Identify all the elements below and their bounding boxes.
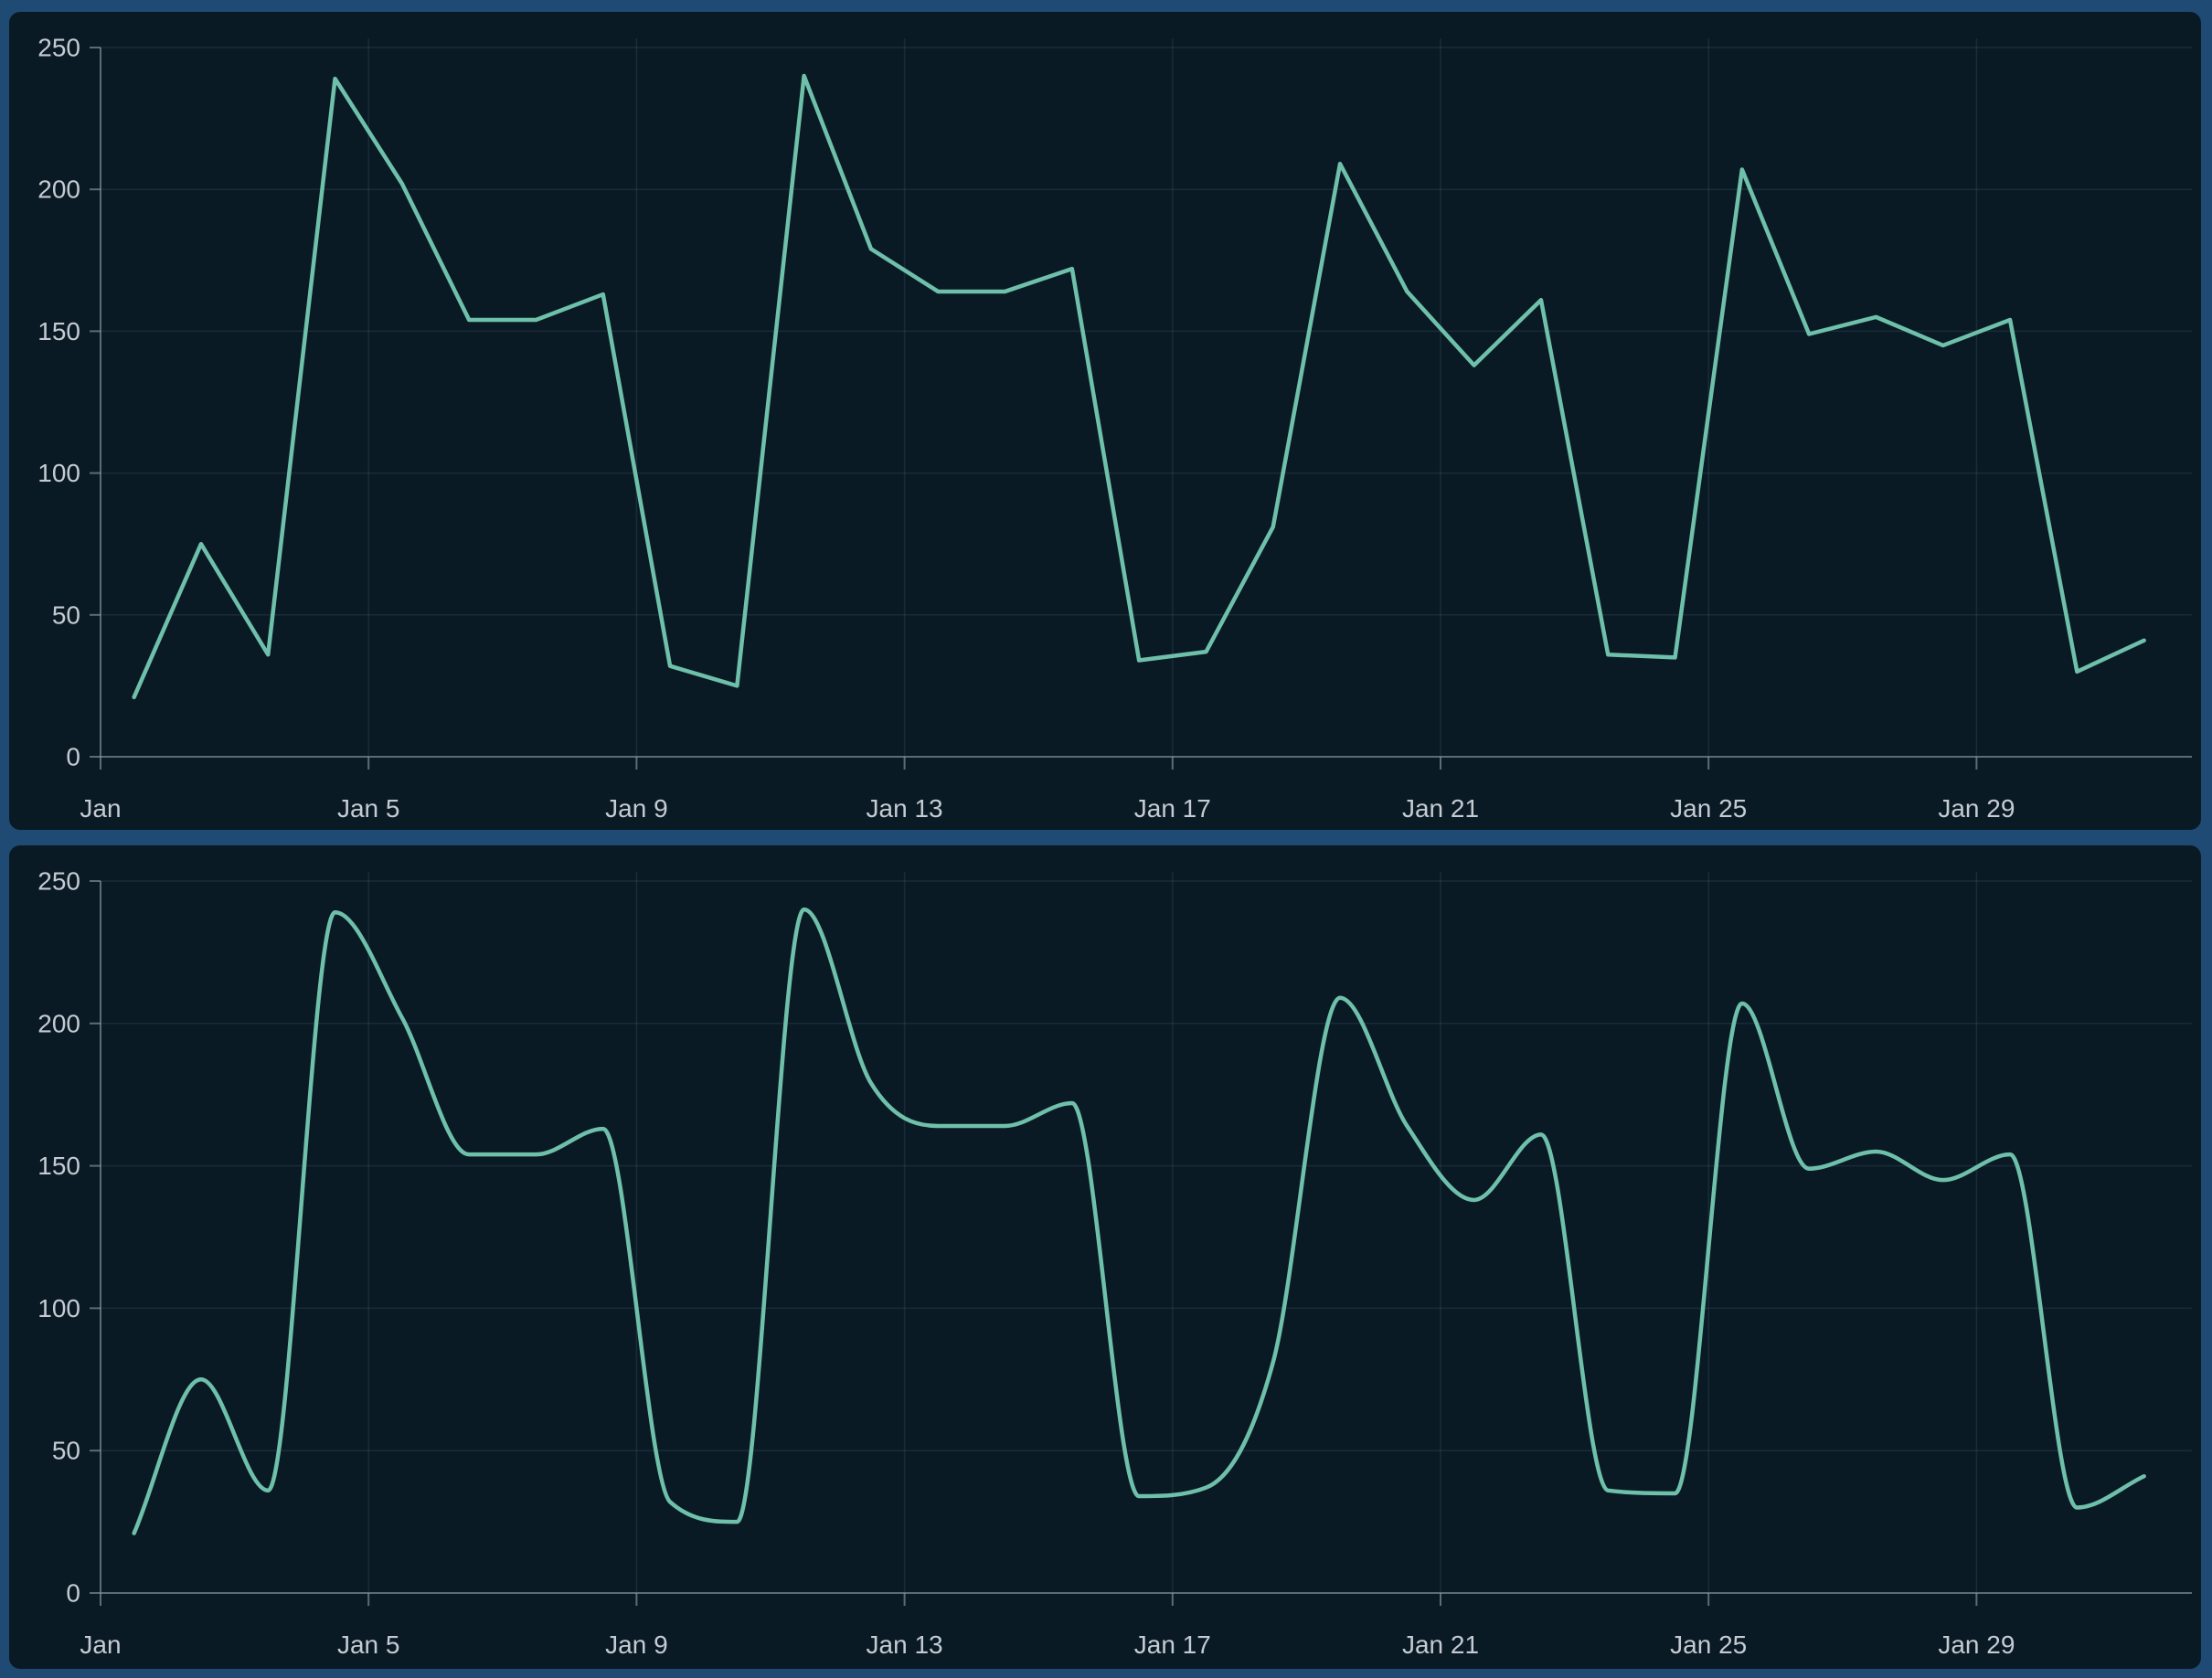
chart-card-bottom: 0 50 100 150 200 250 Jan Jan 5 Jan 9 Jan 13 Jan 17… xyxy=(9,845,2201,1669)
x-tick-label: Jan 21 xyxy=(1402,794,1479,823)
x-tick-label: Jan 5 xyxy=(337,794,400,823)
x-tick-label: Jan 25 xyxy=(1670,794,1747,823)
x-tick-label: Jan 9 xyxy=(605,794,668,823)
x-tick-label: Jan xyxy=(80,794,121,823)
y-tick-label: 0 xyxy=(66,743,80,771)
grid-lines xyxy=(101,38,2192,757)
x-tick-label: Jan 29 xyxy=(1938,794,2015,823)
series-line xyxy=(132,907,2146,1535)
grid-lines xyxy=(101,872,2192,1593)
y-tick-label: 250 xyxy=(37,867,80,896)
axes xyxy=(90,47,2192,770)
y-tick-label: 150 xyxy=(37,317,80,345)
x-tick-label: Jan 13 xyxy=(867,794,943,823)
series-line xyxy=(132,73,2146,700)
y-tick-label: 200 xyxy=(37,175,80,204)
y-tick-label: 50 xyxy=(52,600,80,629)
x-tick-label: Jan 5 xyxy=(337,1630,400,1659)
y-tick-label: 0 xyxy=(66,1579,80,1608)
y-tick-label: 200 xyxy=(37,1009,80,1037)
x-tick-label: Jan 29 xyxy=(1938,1630,2015,1659)
line-chart-linear[interactable]: 0 50 100 150 200 250 Jan Jan 5 Jan 9 Jan 13 Jan 17… xyxy=(9,12,2201,830)
x-tick-label: Jan 13 xyxy=(867,1630,943,1659)
x-tick-label: Jan xyxy=(80,1630,121,1659)
y-tick-label: 100 xyxy=(37,459,80,487)
y-tick-label: 50 xyxy=(52,1437,80,1465)
axes xyxy=(90,880,2192,1606)
y-tick-label: 150 xyxy=(37,1152,80,1180)
tick-labels: 0 50 100 150 200 250 Jan Jan 5 Jan 9 Jan 13 Jan 17… xyxy=(37,867,2015,1660)
y-tick-label: 100 xyxy=(37,1294,80,1322)
x-tick-label: Jan 25 xyxy=(1670,1630,1747,1659)
y-tick-label: 250 xyxy=(37,34,80,62)
x-tick-label: Jan 21 xyxy=(1402,1630,1479,1659)
x-tick-label: Jan 9 xyxy=(605,1630,668,1659)
chart-card-top: 0 50 100 150 200 250 Jan Jan 5 Jan 9 Jan 13 Jan 17… xyxy=(9,12,2201,830)
line-chart-smooth[interactable]: 0 50 100 150 200 250 Jan Jan 5 Jan 9 Jan 13 Jan 17… xyxy=(9,845,2201,1669)
x-tick-label: Jan 17 xyxy=(1134,1630,1211,1659)
x-tick-label: Jan 17 xyxy=(1134,794,1211,823)
tick-labels: 0 50 100 150 200 250 Jan Jan 5 Jan 9 Jan 13 Jan 17… xyxy=(37,34,2015,823)
